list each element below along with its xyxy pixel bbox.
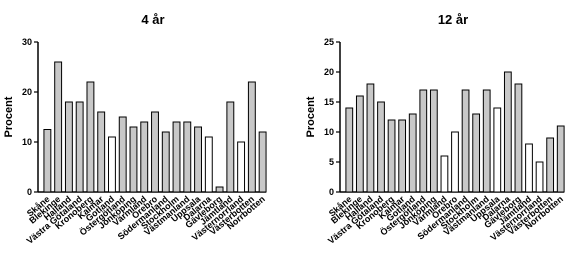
bar xyxy=(237,141,246,193)
bar xyxy=(429,89,438,193)
bar xyxy=(64,101,73,193)
bar xyxy=(556,125,565,193)
bar xyxy=(355,95,364,193)
bar xyxy=(258,131,267,193)
bar xyxy=(140,121,149,193)
bar xyxy=(247,81,256,193)
bar xyxy=(482,89,491,193)
bar xyxy=(345,107,354,193)
bar xyxy=(204,136,213,193)
y-axis-label: Procent xyxy=(3,96,15,137)
bar xyxy=(408,113,417,193)
bar xyxy=(43,129,52,193)
bar xyxy=(54,61,63,193)
bar xyxy=(472,113,481,193)
bar xyxy=(503,71,512,193)
y-axis-label: Procent xyxy=(305,96,317,137)
bar xyxy=(419,89,428,193)
bar xyxy=(377,101,385,193)
y-tick-label: 15 xyxy=(324,97,334,107)
bar xyxy=(151,111,159,193)
bar xyxy=(161,131,170,193)
bar xyxy=(215,186,224,193)
y-tick-label: 20 xyxy=(324,67,334,77)
bar xyxy=(172,121,181,193)
y-tick-label: 25 xyxy=(324,37,334,47)
bar xyxy=(387,119,396,193)
y-tick-label: 0 xyxy=(329,187,334,197)
bar xyxy=(451,131,459,193)
bar xyxy=(535,161,544,193)
y-tick-label: 10 xyxy=(22,137,32,147)
chart-title: 12 år xyxy=(438,12,468,27)
bar xyxy=(440,155,449,193)
bar xyxy=(461,89,470,193)
bar xyxy=(86,81,95,193)
bar xyxy=(194,126,202,193)
bar xyxy=(546,137,555,193)
y-tick-label: 30 xyxy=(22,37,32,47)
bar xyxy=(525,143,533,193)
y-tick-label: 0 xyxy=(27,187,32,197)
bar xyxy=(514,83,523,193)
y-tick-label: 10 xyxy=(324,127,334,137)
bar xyxy=(129,126,138,193)
y-tick-label: 20 xyxy=(22,87,32,97)
bar xyxy=(226,101,235,193)
y-tick-label: 5 xyxy=(329,157,334,167)
bar xyxy=(183,121,192,193)
bar xyxy=(75,101,84,193)
bar xyxy=(366,83,375,193)
bar xyxy=(108,136,116,193)
bar xyxy=(118,116,127,193)
bar xyxy=(398,119,407,193)
chart-title: 4 år xyxy=(141,12,164,27)
bar xyxy=(97,111,106,193)
bar xyxy=(493,107,502,193)
